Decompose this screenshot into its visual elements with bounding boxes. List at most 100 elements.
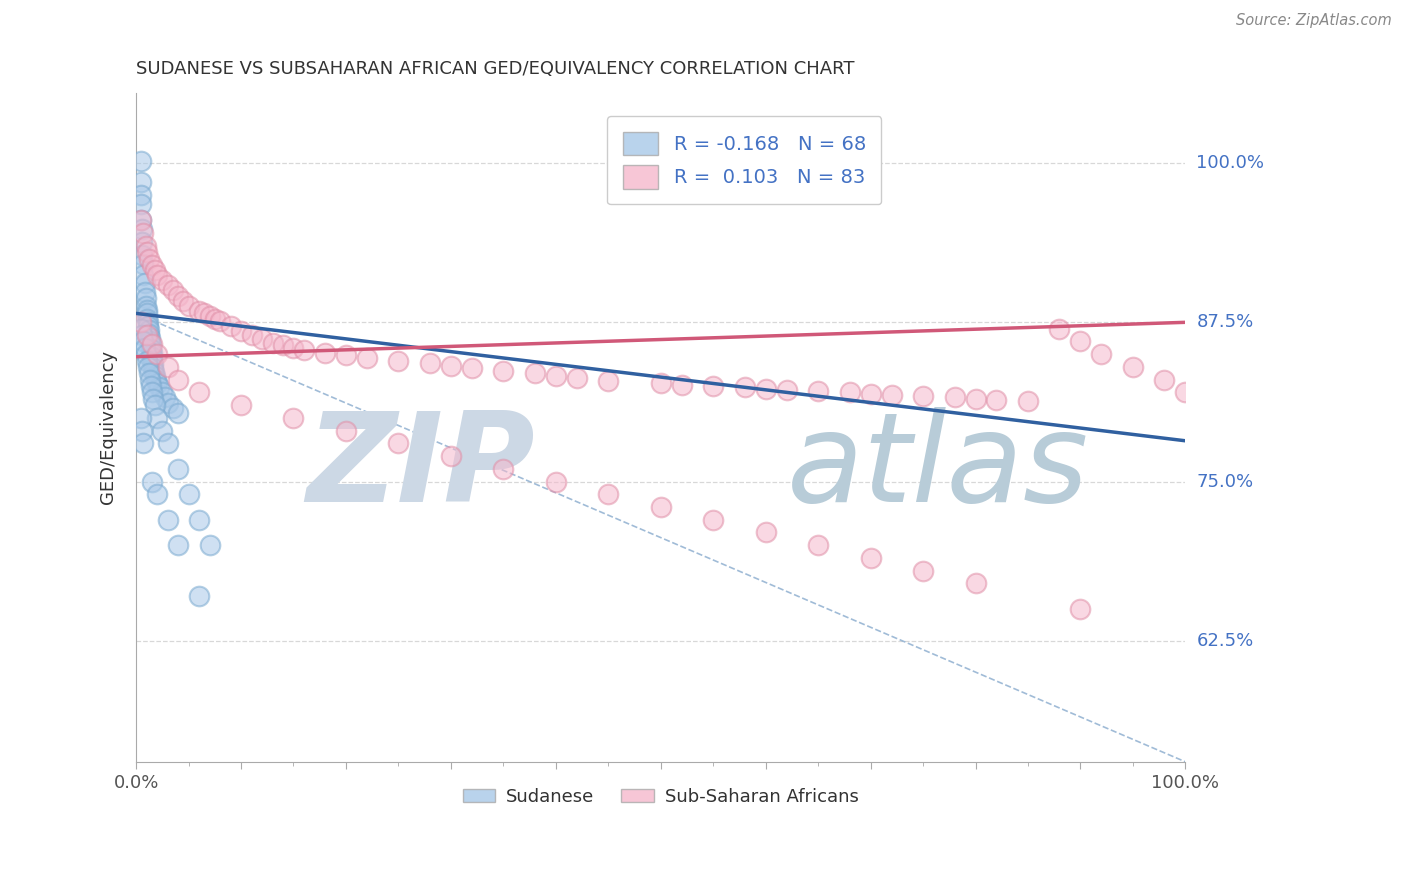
Point <box>142 392 165 406</box>
Point <box>492 462 515 476</box>
Point <box>240 328 263 343</box>
Point <box>314 346 336 360</box>
Point <box>492 364 515 378</box>
Point <box>544 475 567 489</box>
Point <box>135 306 157 320</box>
Point <box>1017 394 1039 409</box>
Point <box>156 359 179 374</box>
Point <box>912 564 935 578</box>
Point <box>131 328 153 343</box>
Point <box>135 299 157 313</box>
Point <box>132 436 155 450</box>
Point <box>461 361 484 376</box>
Point <box>1122 359 1144 374</box>
Point <box>139 342 162 356</box>
Point <box>209 314 232 328</box>
Point <box>229 324 252 338</box>
Point <box>146 410 169 425</box>
Point <box>138 323 160 337</box>
Point <box>859 386 882 401</box>
Point <box>167 288 190 302</box>
Point <box>1153 373 1175 387</box>
Point <box>139 330 162 344</box>
Point <box>598 487 620 501</box>
Point <box>271 338 294 352</box>
Point <box>131 235 153 249</box>
Point <box>142 357 165 371</box>
Point <box>219 319 242 334</box>
Point <box>148 380 170 394</box>
Point <box>167 373 190 387</box>
Point <box>671 377 693 392</box>
Point <box>1174 385 1197 400</box>
Point <box>141 475 163 489</box>
Point <box>188 385 211 400</box>
Point <box>135 311 157 326</box>
Text: 87.5%: 87.5% <box>1197 313 1254 331</box>
Point <box>965 392 987 406</box>
Point <box>131 424 153 438</box>
Point <box>204 311 226 326</box>
Point <box>136 359 159 374</box>
Point <box>1090 347 1112 361</box>
Point <box>523 366 546 380</box>
Point <box>807 538 830 552</box>
Point <box>335 348 357 362</box>
Point <box>135 245 157 260</box>
Point <box>755 382 778 396</box>
Point <box>440 359 463 373</box>
Point <box>143 368 166 383</box>
Point <box>167 462 190 476</box>
Point <box>131 153 153 168</box>
Point <box>131 321 153 335</box>
Text: 100.0%: 100.0% <box>1197 154 1264 172</box>
Point <box>335 424 357 438</box>
Point <box>650 500 672 514</box>
Text: 75.0%: 75.0% <box>1197 473 1254 491</box>
Point <box>139 373 162 387</box>
Point <box>702 379 724 393</box>
Point <box>131 222 153 236</box>
Point <box>838 385 860 400</box>
Point <box>146 347 169 361</box>
Point <box>156 436 179 450</box>
Point <box>146 376 169 391</box>
Point <box>598 374 620 388</box>
Point <box>143 263 166 277</box>
Point <box>807 384 830 398</box>
Point <box>229 398 252 412</box>
Point <box>167 406 190 420</box>
Point <box>143 398 166 412</box>
Point <box>135 328 157 343</box>
Point <box>139 334 162 349</box>
Point <box>145 373 167 387</box>
Legend: Sudanese, Sub-Saharan Africans: Sudanese, Sub-Saharan Africans <box>456 780 866 813</box>
Point <box>135 353 157 368</box>
Point <box>134 341 156 355</box>
Point <box>172 293 194 308</box>
Point <box>141 346 163 360</box>
Point <box>283 410 305 425</box>
Point <box>141 350 163 364</box>
Point <box>912 389 935 403</box>
Point <box>156 395 179 409</box>
Point <box>387 353 409 368</box>
Y-axis label: GED/Equivalency: GED/Equivalency <box>100 351 117 505</box>
Text: ZIP: ZIP <box>307 407 534 528</box>
Point <box>139 338 162 352</box>
Point <box>188 303 211 318</box>
Point <box>1049 321 1071 335</box>
Point <box>132 226 155 240</box>
Text: atlas: atlas <box>786 407 1088 528</box>
Point <box>1069 602 1091 616</box>
Point <box>156 278 179 293</box>
Point <box>775 383 797 397</box>
Point <box>131 213 153 227</box>
Point <box>146 487 169 501</box>
Point <box>1069 334 1091 349</box>
Point <box>356 351 378 365</box>
Point <box>150 424 173 438</box>
Point <box>131 175 153 189</box>
Text: Source: ZipAtlas.com: Source: ZipAtlas.com <box>1236 13 1392 29</box>
Point <box>132 268 155 283</box>
